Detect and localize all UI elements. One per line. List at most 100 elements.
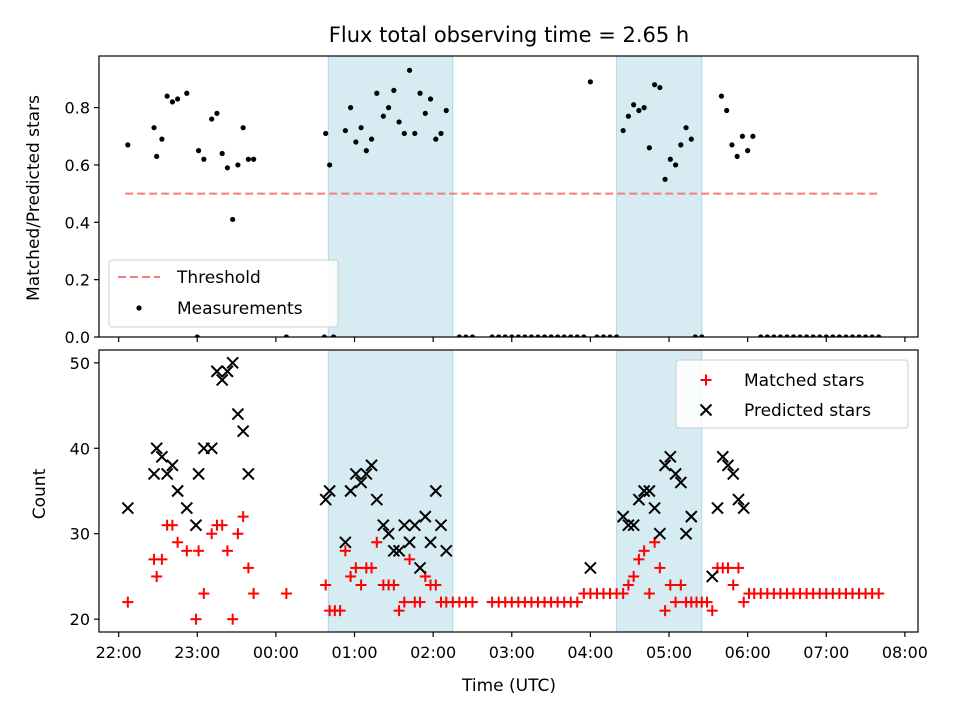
predicted-star-marker — [360, 467, 373, 481]
legend-label: Measurements — [177, 299, 303, 319]
predicted-star-marker — [192, 467, 205, 481]
predicted-star-marker — [344, 484, 357, 498]
measurement-point — [194, 334, 200, 337]
measurement-point — [323, 130, 329, 137]
matched-star-marker — [232, 528, 244, 540]
matched-star-marker — [664, 579, 676, 591]
measurement-point — [541, 334, 548, 337]
measurement-point — [251, 156, 257, 162]
matched-star-marker — [617, 588, 629, 600]
matched-star-marker — [181, 545, 193, 557]
x-tick-label: 00:00 — [253, 643, 299, 662]
predicted-star-marker — [434, 518, 448, 532]
predicted-star-marker — [403, 536, 416, 549]
y-tick-label: 30 — [70, 525, 90, 544]
measurement-point — [422, 110, 428, 116]
matched-star-marker — [430, 579, 442, 591]
predicted-star-marker — [398, 518, 411, 532]
predicted-star-marker — [231, 407, 245, 421]
matched-star-marker — [722, 562, 734, 574]
measurement-point — [662, 176, 668, 182]
legend-measurements-swatch — [136, 305, 142, 311]
bottom-y-axis-label: Count — [30, 468, 50, 519]
matched-star-marker — [654, 562, 666, 574]
measurement-point — [385, 105, 392, 111]
measurement-point — [235, 162, 241, 168]
measurement-point — [810, 334, 816, 337]
measurement-point — [463, 334, 469, 337]
matched-star-marker — [166, 519, 178, 531]
predicted-star-marker — [637, 484, 651, 498]
predicted-star-marker — [150, 442, 163, 455]
measurement-point — [396, 119, 402, 125]
measurement-point — [433, 136, 439, 142]
top-panel: 0.0 0.2 0.4 0.6 0.8 Threshold Measurements — [65, 55, 919, 347]
plot-area — [121, 356, 885, 625]
measurement-point — [817, 334, 823, 337]
matched-star-marker — [355, 579, 367, 591]
measurement-point — [509, 334, 515, 337]
matched-star-marker — [404, 553, 416, 565]
predicted-star-marker — [160, 467, 174, 481]
measurement-point — [164, 93, 170, 99]
predicted-star-marker — [706, 570, 719, 583]
measurement-point — [209, 116, 215, 122]
x-tick-label: 03:00 — [489, 643, 535, 662]
measurement-point — [502, 334, 508, 337]
measurement-point — [745, 148, 751, 154]
predicted-star-marker — [627, 518, 640, 532]
matched-star-marker — [414, 596, 426, 608]
measurement-point — [184, 90, 190, 96]
measurement-point — [240, 125, 246, 131]
measurement-point — [739, 133, 746, 139]
predicted-star-marker — [236, 424, 250, 438]
measurement-point — [151, 125, 157, 131]
matched-star-marker — [172, 536, 184, 548]
measurement-point — [515, 334, 521, 337]
chart-title: Flux total observing time = 2.65 h — [329, 23, 689, 47]
matched-star-marker — [339, 545, 351, 557]
legend-label: Threshold — [176, 268, 261, 288]
measurement-point — [804, 334, 810, 337]
measurement-point — [856, 334, 862, 337]
matched-star-marker — [156, 553, 168, 565]
y-tick-label: 0.2 — [65, 271, 90, 290]
matched-star-marker — [190, 613, 202, 625]
y-tick-label: 50 — [70, 354, 90, 373]
legend-box — [108, 259, 339, 328]
x-tick-label: 04:00 — [567, 643, 613, 662]
matched-star-marker — [227, 613, 239, 625]
measurement-point — [214, 110, 220, 116]
x-tick-label: 02:00 — [410, 643, 456, 662]
predicted-star-marker — [242, 467, 255, 481]
shaded-interval — [327, 55, 454, 338]
measurement-point — [849, 334, 856, 337]
measurement-point — [631, 102, 637, 108]
matched-star-marker — [571, 596, 583, 608]
x-tick-label: 06:00 — [725, 643, 771, 662]
matched-star-marker — [675, 579, 687, 591]
measurement-point — [159, 136, 165, 142]
measurement-point — [862, 334, 869, 337]
measurement-point — [330, 334, 337, 337]
matched-star-marker — [706, 605, 718, 617]
x-tick-label: 08:00 — [882, 643, 928, 662]
predicted-star-marker — [653, 527, 667, 540]
matched-star-marker — [237, 511, 249, 523]
measurement-point — [729, 142, 735, 148]
predicted-star-marker — [377, 518, 390, 532]
matched-star-marker — [206, 528, 218, 540]
predicted-star-marker — [419, 510, 432, 523]
x-tick-label: 05:00 — [646, 643, 692, 662]
measurement-point — [607, 334, 613, 337]
measurement-point — [667, 156, 673, 162]
measurement-point — [758, 334, 764, 337]
measurement-point — [646, 145, 652, 151]
predicted-star-marker — [387, 544, 401, 558]
shaded-interval — [616, 55, 703, 338]
predicted-star-marker — [584, 561, 597, 575]
measurement-point — [587, 79, 594, 85]
plot-area — [125, 67, 882, 337]
predicted-star-marker — [664, 450, 677, 464]
predicted-star-marker — [171, 484, 184, 498]
